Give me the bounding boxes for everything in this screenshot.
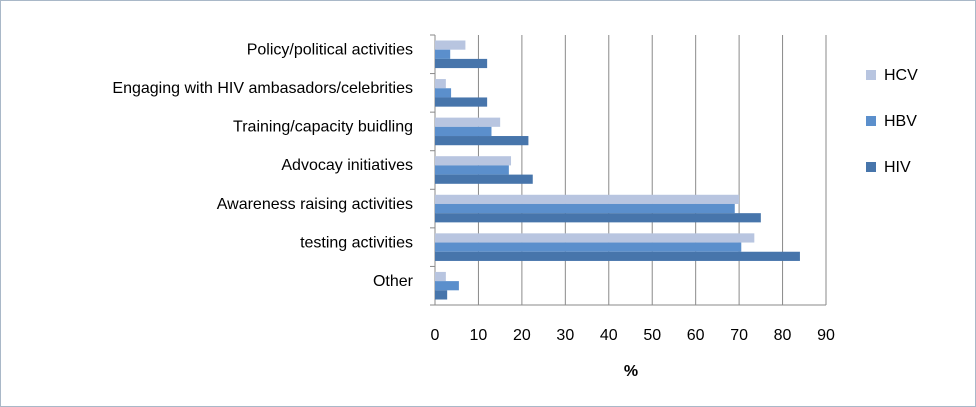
bar bbox=[435, 281, 459, 291]
bar bbox=[435, 213, 761, 223]
x-tick-label: 70 bbox=[730, 327, 748, 344]
x-tick-label: 10 bbox=[470, 327, 488, 344]
legend-swatch bbox=[866, 70, 876, 80]
bar bbox=[435, 88, 452, 98]
bar bbox=[435, 194, 740, 204]
x-tick-label: 90 bbox=[817, 327, 835, 344]
y-tick-label: Other bbox=[373, 273, 414, 290]
x-tick-label: 30 bbox=[556, 327, 574, 344]
y-tick-label: Training/capacity buidling bbox=[233, 119, 413, 136]
x-tick-label: 50 bbox=[643, 327, 661, 344]
legend-label: HIV bbox=[884, 159, 911, 176]
bar bbox=[435, 251, 800, 261]
bar bbox=[435, 117, 501, 127]
bar bbox=[435, 203, 735, 214]
bar bbox=[435, 79, 446, 89]
y-tick-label: Engaging with HIV ambasadors/celebrities bbox=[112, 80, 413, 97]
bar bbox=[435, 290, 448, 300]
bar bbox=[435, 40, 466, 50]
legend-label: HCV bbox=[884, 67, 918, 84]
y-tick-label: Advocay initiatives bbox=[281, 157, 413, 174]
bar bbox=[435, 174, 533, 184]
y-tick-label: Awareness raising activities bbox=[217, 196, 413, 213]
bar bbox=[435, 271, 446, 282]
x-tick-label: 60 bbox=[687, 327, 705, 344]
y-tick-label: testing activities bbox=[300, 234, 413, 251]
x-axis-label: % bbox=[624, 363, 638, 380]
x-tick-label: 20 bbox=[513, 327, 531, 344]
bar bbox=[435, 136, 529, 146]
bar bbox=[435, 58, 488, 69]
legend-swatch bbox=[866, 116, 876, 126]
legend-swatch bbox=[866, 162, 876, 172]
bar bbox=[435, 97, 488, 107]
legend-label: HBV bbox=[884, 113, 917, 130]
x-tick-label: 40 bbox=[600, 327, 618, 344]
bar bbox=[435, 156, 512, 166]
bar bbox=[435, 233, 755, 243]
bar bbox=[435, 126, 492, 137]
y-tick-label: Policy/political activities bbox=[247, 42, 413, 59]
x-tick-label: 0 bbox=[431, 327, 440, 344]
bar bbox=[435, 165, 509, 175]
bar bbox=[435, 242, 742, 252]
bar bbox=[435, 49, 451, 59]
x-tick-label: 80 bbox=[774, 327, 792, 344]
